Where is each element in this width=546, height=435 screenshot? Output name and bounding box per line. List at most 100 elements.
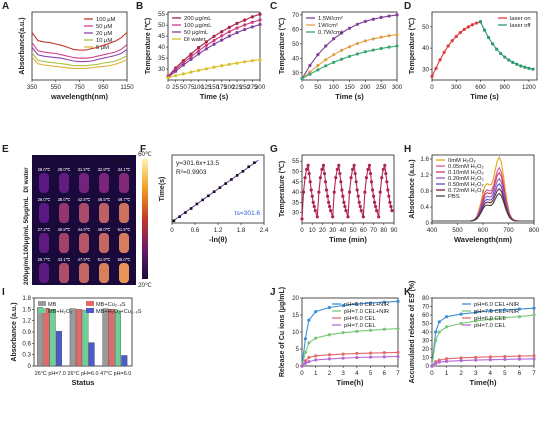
x-tick-label-A: 750 (74, 84, 85, 91)
x-tick-label-G: 10 (309, 227, 316, 234)
x-tick-label-A: 350 (27, 84, 38, 91)
series-line-C-point (316, 68, 320, 72)
x-tick-label-B: 0 (166, 84, 170, 91)
thermal-tube (99, 233, 109, 253)
x-axis-label-G: Time (min) (329, 235, 367, 244)
category-label-I: 26°C pH=7.0 (35, 371, 66, 377)
category-label-I: 26°C pH=6.0 (67, 371, 98, 377)
series-line-C-point (339, 57, 344, 61)
series-line-B-point (235, 61, 239, 65)
thermal-tube (59, 203, 69, 223)
legend-label-I: MB+H₂O₂+Cu₂₋ₓS (96, 309, 142, 315)
legend-label-K: pH=6.0 CEL+NIR (474, 302, 519, 308)
series-line-B-point (258, 12, 262, 16)
series-line-K-point (517, 307, 522, 311)
series-line-K-point (434, 338, 438, 343)
series-line-G-point (381, 167, 385, 172)
thermal-row-label: 200μg/mL (23, 255, 30, 285)
y-tick-label-D: 50 (422, 24, 429, 31)
series-line-J-point (314, 336, 318, 340)
x-tick-label-J: 4 (355, 370, 359, 377)
x-axis-label-A: wavelength(nm) (50, 92, 109, 101)
annotation-equation-F: y=301.6x+13.5 (176, 160, 219, 167)
x-tick-label-H: 400 (427, 227, 438, 234)
x-tick-label-H: 600 (478, 227, 489, 234)
x-tick-label-K: 0 (430, 370, 434, 377)
bar-I (49, 309, 56, 367)
series-line-A (31, 56, 128, 69)
series-line-K-point (488, 358, 492, 362)
thermal-tube (39, 173, 49, 193)
series-line-C-point (363, 39, 367, 43)
y-tick-label-I: 1.5 (22, 306, 31, 313)
legend-label-I: MB+Cu₂₋ₓS (96, 302, 126, 308)
legend-label-B: 50 μg/mL (184, 30, 209, 36)
x-tick-label-F: 0 (170, 227, 174, 234)
series-line-G-point (335, 167, 339, 172)
series-line-G-point (357, 200, 361, 204)
x-tick-label-G: 40 (339, 227, 346, 234)
series-line-G-point (310, 194, 314, 198)
series-line-D-point (523, 65, 527, 69)
x-tick-label-C: 250 (376, 84, 387, 91)
series-line-J-point (300, 364, 304, 368)
x-tick-label-K: 3 (474, 370, 478, 377)
data-point-F (172, 219, 176, 223)
bar-I (102, 308, 109, 367)
series-line-G-point (331, 215, 335, 219)
series-line-G-point (325, 194, 330, 198)
series-line-D-point (454, 34, 458, 39)
thermal-temp-readout: 49.7℃ (118, 197, 131, 202)
bar-I (37, 307, 44, 367)
series-line-G-point (309, 188, 313, 192)
series-line-B-point (197, 49, 201, 53)
y-tick-label-I: 1.2 (22, 318, 31, 325)
x-tick-label-K: 1 (445, 370, 449, 377)
series-line-B-point (258, 58, 262, 62)
y-tick-label-B: 35 (158, 55, 165, 62)
data-point-F (224, 182, 227, 185)
series-line-A (31, 47, 128, 63)
series-line-J (301, 355, 399, 367)
series-line-C-point (371, 17, 375, 21)
series-line-B-point (235, 31, 239, 35)
series-line-G-point (374, 204, 378, 209)
y-axis-label-A: Absorbance(a.u.) (19, 17, 26, 74)
series-line-G-point (332, 190, 336, 194)
series-line-J-point (396, 327, 400, 331)
x-tick-label-F: 2.4 (260, 227, 269, 234)
series-line-B-point (220, 38, 224, 42)
x-axis-label-H: Wavelength(nm) (454, 235, 513, 244)
y-axis-label-D: Temperature (℃) (408, 18, 416, 74)
series-line-B-point (212, 65, 216, 69)
series-line-K-point (503, 357, 507, 361)
data-point-F (201, 198, 204, 202)
series-line-D-point (486, 35, 491, 40)
series-line-K-point (488, 355, 492, 359)
series-line-D-point (511, 60, 515, 64)
thermal-tube (39, 263, 49, 283)
series-line-B-point (220, 64, 224, 68)
bar-I (82, 309, 89, 367)
legend-swatch-I (38, 308, 46, 313)
y-tick-label-K: 70 (422, 304, 429, 311)
series-line-B-point (181, 61, 185, 65)
series-line-B-point (250, 59, 254, 63)
series-line-B-point (197, 45, 201, 50)
x-tick-label-B: 100 (194, 84, 205, 91)
x-tick-label-C: 50 (314, 84, 321, 91)
series-line-C-point (355, 41, 360, 46)
bar-I (121, 355, 128, 367)
series-line-J-point (341, 303, 345, 308)
series-line-J-point (314, 310, 318, 314)
y-axis-label-C: Temperature (℃) (278, 18, 286, 74)
legend-label-H: 0.20mM H₂O₂ (448, 176, 484, 182)
thermal-tube (99, 263, 109, 283)
series-line-G-point (317, 190, 321, 194)
series-line-J (301, 328, 399, 367)
legend-label-K: pH=7.0 CEL+NIR (474, 309, 519, 315)
legend-label-D: laser on (510, 16, 531, 22)
legend-label-H: 0mM H₂O₂ (448, 158, 476, 164)
x-tick-label-B: 75 (188, 84, 195, 91)
series-line-J-point (382, 300, 386, 304)
